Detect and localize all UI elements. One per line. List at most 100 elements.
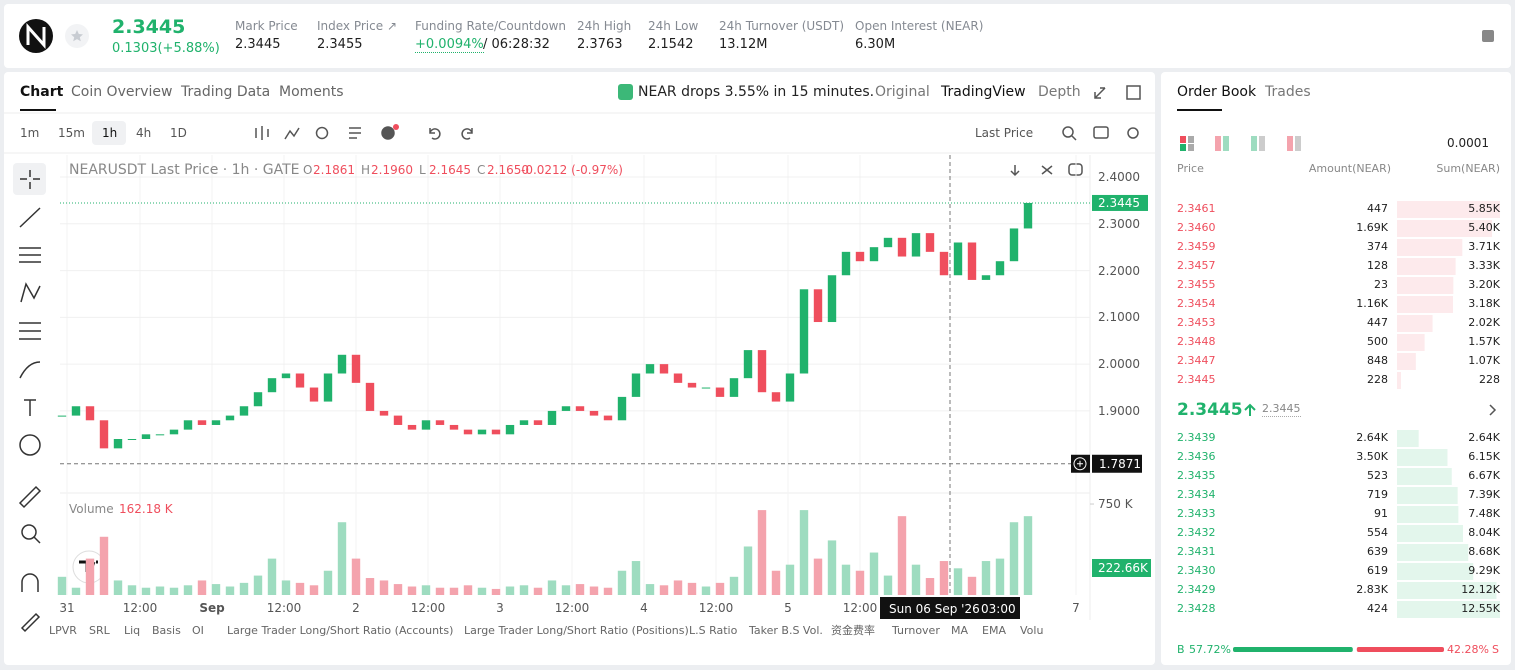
book-price[interactable]: 2.3432 <box>1177 526 1216 539</box>
book-price[interactable]: 2.3434 <box>1177 488 1216 501</box>
volume-bar <box>127 585 137 595</box>
view-tab[interactable]: Original <box>875 84 930 100</box>
candle-body <box>393 415 403 425</box>
volume-bar <box>239 582 249 595</box>
chart-tab[interactable]: Trading Data <box>181 84 271 100</box>
book-price[interactable]: 2.3429 <box>1177 583 1216 596</box>
indicator[interactable]: Turnover <box>892 624 940 637</box>
book-amount: 554 <box>1367 526 1388 539</box>
volume-bar <box>505 586 515 595</box>
interval[interactable]: 1m <box>20 126 40 140</box>
indicator[interactable]: Large Trader Long/Short Ratio (Accounts) <box>227 624 454 637</box>
candle-body <box>337 354 347 374</box>
depth-bar <box>1397 430 1419 447</box>
book-sum: 12.12K <box>1461 583 1500 596</box>
candle-body <box>687 382 697 388</box>
indicator[interactable]: MA <box>951 624 969 637</box>
candle-body <box>673 373 683 383</box>
book-price[interactable]: 2.3447 <box>1177 354 1216 367</box>
price-change: 0.1303(+5.88%) <box>112 41 220 56</box>
volume-bar <box>281 580 291 595</box>
indicator[interactable]: L.S Ratio <box>689 624 738 637</box>
candle-body <box>421 420 431 430</box>
x-tick-label: 31 <box>59 601 75 615</box>
book-price[interactable]: 2.3453 <box>1177 316 1216 329</box>
book-price[interactable]: 2.3433 <box>1177 507 1216 520</box>
book-sum: 6.67K <box>1468 469 1500 482</box>
indicator[interactable]: OI <box>192 624 204 637</box>
book-view-icons[interactable] <box>1180 136 1301 151</box>
indicator[interactable]: Taker B.S Vol. <box>749 624 823 637</box>
book-price[interactable]: 2.3459 <box>1177 240 1216 253</box>
book-price[interactable]: 2.3457 <box>1177 259 1216 272</box>
book-price[interactable]: 2.3431 <box>1177 545 1216 558</box>
book-sum: 228 <box>1479 373 1500 386</box>
drawing-tools[interactable] <box>18 170 42 633</box>
chart-tab[interactable]: Moments <box>279 84 344 100</box>
book-amount: 1.69K <box>1356 221 1388 234</box>
depth-bar <box>1397 201 1500 218</box>
book-price[interactable]: 2.3448 <box>1177 335 1216 348</box>
book-amount: 128 <box>1367 259 1388 272</box>
indicator[interactable]: Basis <box>152 624 181 637</box>
volume-bar <box>267 558 277 595</box>
volume-bar <box>407 586 417 595</box>
candle-body <box>323 373 333 402</box>
coin-logo-glyph <box>26 23 46 49</box>
toolbar-icons[interactable] <box>255 85 1141 177</box>
indicator[interactable]: LPVR <box>49 624 77 637</box>
candle-body <box>883 237 893 248</box>
volume-bar <box>673 580 683 595</box>
book-sum: 5.40K <box>1468 221 1500 234</box>
chart-tab[interactable]: Coin Overview <box>71 84 173 100</box>
candle-body <box>603 415 613 421</box>
book-sum: 6.15K <box>1468 450 1500 463</box>
depth-bar <box>1397 544 1469 561</box>
view-tab[interactable]: TradingView <box>941 84 1026 100</box>
book-price[interactable]: 2.3439 <box>1177 431 1216 444</box>
book-price[interactable]: 2.3445 <box>1177 373 1216 386</box>
y-tick-label: 2.3000 <box>1098 216 1140 231</box>
news-text[interactable]: NEAR drops 3.55% in 15 minutes. <box>638 84 875 100</box>
interval[interactable]: 1h <box>102 126 118 140</box>
book-price[interactable]: 2.3430 <box>1177 564 1216 577</box>
view-tab[interactable]: Depth <box>1038 84 1081 100</box>
indicator[interactable]: Liq <box>124 624 141 637</box>
book-price[interactable]: 2.3455 <box>1177 278 1216 291</box>
indicator[interactable]: Volu <box>1020 624 1044 637</box>
book-price[interactable]: 2.3435 <box>1177 469 1216 482</box>
interval[interactable]: 15m <box>58 126 85 140</box>
candle-body <box>155 434 165 436</box>
book-sum: 3.18K <box>1468 297 1500 310</box>
indicator[interactable]: Large Trader Long/Short Ratio (Positions… <box>464 624 689 637</box>
book-price[interactable]: 2.3436 <box>1177 450 1216 463</box>
chart-tab[interactable]: Chart <box>20 84 64 100</box>
stat-label: 24h Low <box>648 19 699 33</box>
volume-bar <box>561 585 571 595</box>
book-price[interactable]: 2.3461 <box>1177 202 1216 215</box>
indicator[interactable]: 资金费率 <box>831 624 875 637</box>
volume-bar <box>645 584 655 595</box>
volume-bar <box>141 587 151 595</box>
volume-bar <box>729 576 739 595</box>
candle-body <box>491 429 501 435</box>
book-price[interactable]: 2.3454 <box>1177 297 1216 310</box>
volume-bar <box>169 587 179 595</box>
indicator[interactable]: EMA <box>982 624 1006 637</box>
volume-bar <box>939 561 949 595</box>
doc-icon[interactable] <box>1482 30 1494 42</box>
interval[interactable]: 1D <box>170 126 187 140</box>
indicator[interactable]: SRL <box>89 624 110 637</box>
price-type[interactable]: Last Price <box>975 126 1034 140</box>
volume-bar <box>463 585 473 595</box>
book-tab[interactable]: Order Book <box>1177 84 1257 100</box>
volume-bar <box>813 558 823 595</box>
interval[interactable]: 4h <box>136 126 152 140</box>
book-price[interactable]: 2.3428 <box>1177 602 1216 615</box>
crosshair-add-plus <box>1077 460 1083 467</box>
legend-value: 2.1650 <box>487 163 529 177</box>
legend-change: -0.0212 (-0.97%) <box>521 163 623 177</box>
precision[interactable]: 0.0001 <box>1447 136 1489 150</box>
book-price[interactable]: 2.3460 <box>1177 221 1216 234</box>
book-tab[interactable]: Trades <box>1265 84 1311 100</box>
